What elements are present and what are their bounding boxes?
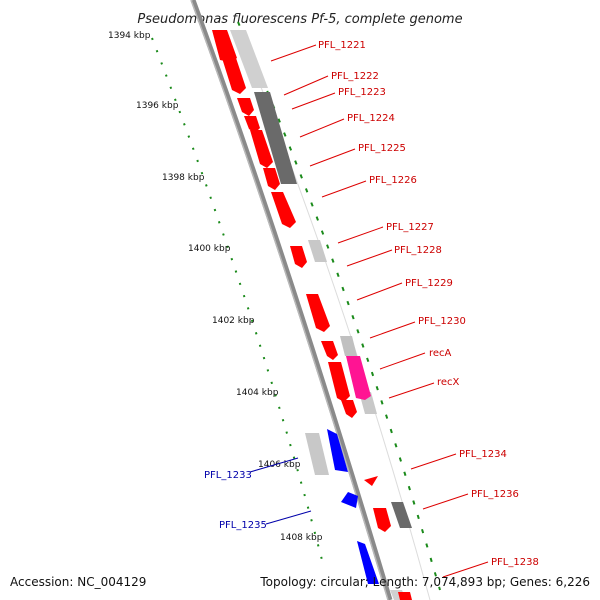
kbp-label-1394: 1394 kbp — [108, 31, 151, 41]
gene-arrow — [398, 592, 412, 600]
forward-genes — [212, 30, 412, 600]
gene-arrow — [341, 400, 357, 418]
homology-block — [391, 502, 412, 528]
kbp-label-1406: 1406 kbp — [258, 460, 301, 470]
leader-line — [309, 148, 356, 167]
gene-label-pfl-1228[interactable]: PFL_1228 — [394, 245, 442, 256]
kbp-label-1404: 1404 kbp — [236, 388, 279, 398]
leader-line — [379, 352, 426, 370]
gene-label-pfl-1238[interactable]: PFL_1238 — [491, 557, 539, 568]
gene-arrow — [321, 341, 338, 360]
kbp-label-1398: 1398 kbp — [162, 173, 205, 183]
leader-line — [422, 493, 469, 510]
gene-arrow — [271, 192, 296, 228]
gene-label-recx[interactable]: recX — [437, 377, 460, 388]
gc-content-tracks — [151, 21, 441, 591]
accession-text: Accession: NC_004129 — [10, 575, 146, 589]
leader-line — [346, 249, 393, 267]
gene-arrow — [306, 294, 330, 332]
leader-line — [283, 75, 329, 96]
map-title: Pseudomonas fluorescens Pf-5, complete g… — [137, 12, 462, 27]
forward-label-leaders — [270, 44, 489, 578]
gene-label-pfl-1234[interactable]: PFL_1234 — [459, 449, 507, 460]
gene-label-pfl-1235[interactable]: PFL_1235 — [219, 520, 267, 531]
kbp-label-1408: 1408 kbp — [280, 533, 323, 543]
gene-arrow-reca — [346, 356, 371, 400]
gene-arrow — [290, 246, 307, 268]
gene-label-pfl-1223[interactable]: PFL_1223 — [338, 87, 386, 98]
gene-arrow — [212, 30, 237, 62]
kbp-label-1402: 1402 kbp — [212, 316, 255, 326]
backbone-line — [190, 0, 393, 600]
reverse-genes — [327, 429, 379, 584]
forward-gene-labels: PFL_1221 PFL_1222 PFL_1223 PFL_1224 PFL_… — [318, 40, 539, 568]
gene-arrow — [364, 476, 378, 486]
kbp-label-1400: 1400 kbp — [188, 244, 231, 254]
homology-block — [308, 240, 327, 262]
gene-arrow — [244, 116, 260, 133]
gc-track-outer — [237, 21, 441, 591]
backbone-highlight — [190, 0, 389, 600]
leader-line — [337, 226, 384, 244]
leader-line — [321, 180, 367, 198]
gene-arrow — [327, 429, 348, 472]
homology-block — [305, 433, 329, 475]
homology-block — [254, 92, 297, 184]
leader-line — [356, 282, 403, 301]
kbp-scale: 1394 kbp 1396 kbp 1398 kbp 1400 kbp 1402… — [108, 31, 323, 543]
gene-label-pfl-1227[interactable]: PFL_1227 — [386, 222, 434, 233]
reverse-gene-labels: PFL_1233 PFL_1235 — [204, 457, 312, 531]
leader-line — [299, 118, 345, 138]
leader-line — [410, 453, 457, 470]
gene-arrow — [222, 58, 246, 94]
leader-line — [388, 382, 435, 399]
gene-arrow — [328, 362, 350, 402]
gene-arrow — [237, 98, 254, 116]
gene-label-pfl-1225[interactable]: PFL_1225 — [358, 143, 406, 154]
leader-line — [442, 561, 489, 578]
backbone — [190, 0, 393, 600]
gene-label-pfl-1236[interactable]: PFL_1236 — [471, 489, 519, 500]
leader-line — [369, 321, 416, 339]
homology-block — [230, 30, 268, 88]
homology-block — [340, 336, 357, 356]
gene-arrow — [357, 541, 379, 584]
gene-label-pfl-1230[interactable]: PFL_1230 — [418, 316, 466, 327]
gene-arrow — [341, 492, 358, 508]
leader-line — [270, 44, 317, 62]
kbp-label-1396: 1396 kbp — [136, 101, 179, 111]
topology-text: Topology: circular; Length: 7,074,893 bp… — [259, 575, 590, 589]
gene-label-reca[interactable]: recA — [429, 348, 452, 359]
gene-arrow — [373, 508, 391, 532]
gene-arrow — [250, 130, 273, 168]
gene-label-pfl-1224[interactable]: PFL_1224 — [347, 113, 395, 124]
leader-line — [265, 510, 312, 525]
gene-label-pfl-1221[interactable]: PFL_1221 — [318, 40, 366, 51]
leader-line — [249, 457, 299, 473]
gene-label-pfl-1229[interactable]: PFL_1229 — [405, 278, 453, 289]
gene-label-pfl-1226[interactable]: PFL_1226 — [369, 175, 417, 186]
gene-label-pfl-1233[interactable]: PFL_1233 — [204, 470, 252, 481]
leader-line — [291, 92, 336, 110]
gene-label-pfl-1222[interactable]: PFL_1222 — [331, 71, 379, 82]
gene-arrow — [263, 168, 280, 190]
